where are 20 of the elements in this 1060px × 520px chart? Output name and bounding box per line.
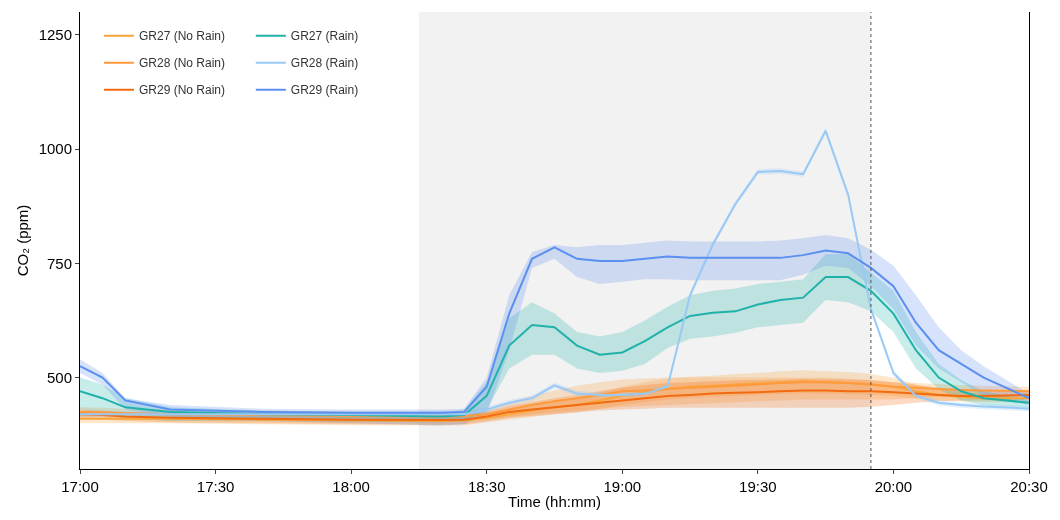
x-tick-label: 17:00: [61, 478, 99, 495]
x-tick-label: 19:30: [739, 478, 777, 495]
y-axis-title: CO₂ (ppm): [13, 204, 31, 277]
legend-label: GR28 (Rain): [290, 56, 359, 71]
legend-label: GR29 (No Rain): [138, 83, 226, 98]
y-tick-label: 1250: [38, 26, 72, 44]
x-tick-label: 20:00: [874, 478, 913, 495]
x-tick-label: 17:30: [196, 478, 235, 495]
x-tick-label: 18:30: [467, 478, 506, 495]
x-tick-label: 19:00: [603, 478, 642, 495]
y-tick-label: 1000: [38, 140, 72, 158]
legend-label: GR29 (Rain): [290, 83, 359, 98]
y-tick-label: 750: [46, 254, 72, 272]
y-tick-label: 500: [46, 368, 72, 386]
legend-label: GR27 (No Rain): [138, 29, 226, 44]
x-tick-label: 20:30: [1010, 478, 1048, 495]
legend-label: GR27 (Rain): [290, 29, 359, 44]
x-tick-label: 18:00: [332, 478, 370, 495]
x-axis-title: Time (hh:mm): [508, 493, 601, 510]
legend-label: GR28 (No Rain): [138, 56, 226, 71]
